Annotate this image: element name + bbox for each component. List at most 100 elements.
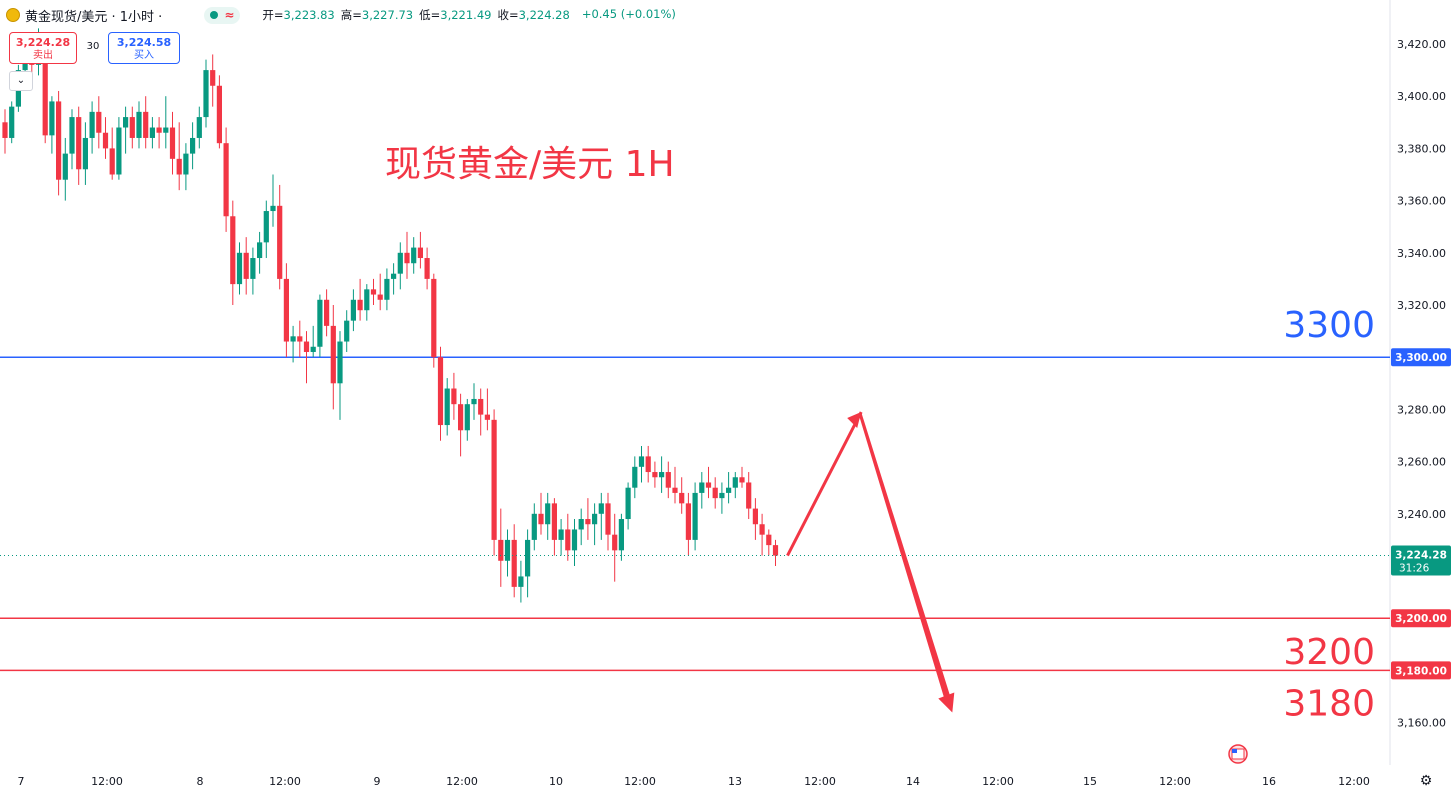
candle-body [210, 70, 216, 86]
candle-body [163, 127, 169, 133]
spread-value: 30 [86, 41, 100, 52]
candle-body [230, 216, 236, 285]
candle-body [712, 487, 718, 499]
candle-body [69, 117, 75, 154]
line-annotation-3200: 3200 [1283, 632, 1375, 673]
candle-body [190, 137, 196, 154]
candle-body [169, 127, 176, 159]
sell-button[interactable]: 3,224.28 卖出 [9, 32, 77, 64]
axis-line-label-bg [1391, 348, 1451, 367]
x-tick-label: 7 [18, 775, 25, 788]
buy-price: 3,224.58 [116, 36, 172, 49]
candle-body [129, 117, 135, 138]
line-annotation-3180: 3180 [1283, 683, 1375, 724]
candle-body [89, 111, 95, 138]
candle-body [699, 482, 705, 493]
candle-body [578, 519, 584, 530]
candle-body [82, 137, 88, 170]
flag-body [1231, 748, 1245, 760]
candle-body [203, 70, 209, 118]
candle-body [672, 487, 678, 493]
candle-body [56, 101, 62, 180]
x-tick-label: 12:00 [269, 775, 301, 788]
chart-settings-button[interactable]: ⚙ [1416, 771, 1436, 791]
candle-body [612, 534, 618, 551]
x-tick-label: 12:00 [804, 775, 836, 788]
y-tick-label: 3,160.00 [1397, 717, 1446, 730]
candle-body [766, 534, 772, 546]
candle-body [277, 205, 283, 279]
collapse-legend-button[interactable]: ⌄ [9, 71, 33, 91]
y-tick-label: 3,260.00 [1397, 456, 1446, 469]
x-tick-label: 13 [728, 775, 742, 788]
candle-body [250, 258, 256, 279]
candle-body [759, 524, 765, 535]
candle-body [290, 336, 296, 342]
candle-body [257, 242, 263, 259]
candle-body [605, 503, 611, 535]
candle-body [324, 299, 330, 326]
candle-body [303, 341, 310, 352]
candle-body [96, 111, 102, 133]
candle-body [464, 404, 470, 431]
candle-body [772, 545, 779, 556]
candle-body [62, 153, 68, 180]
candle-body [652, 472, 658, 478]
candle-body [143, 111, 149, 138]
candle-body [216, 85, 222, 144]
candle-body [632, 466, 638, 488]
candle-body [109, 148, 115, 175]
y-tick-label: 3,340.00 [1397, 247, 1446, 260]
candle-body [491, 419, 497, 540]
buy-label: 买入 [134, 50, 154, 61]
symbol-title[interactable]: 黄金现货/美元 · 1小时 · [25, 9, 163, 25]
candle-body [585, 519, 591, 525]
candle-body [705, 482, 712, 488]
market-status-pill[interactable]: ≈ [204, 6, 241, 24]
candle-body [377, 294, 383, 300]
x-tick-label: 14 [906, 775, 920, 788]
candle-body [317, 299, 323, 347]
ohlc-close: 收=3,224.28 [497, 8, 570, 22]
gold-coin-icon [6, 8, 20, 22]
candle-body [598, 503, 604, 514]
candle-body [498, 539, 504, 561]
candle-body [310, 346, 316, 352]
candle-body [2, 122, 8, 138]
axis-line-label-bg [1391, 661, 1451, 680]
candle-body [370, 289, 377, 295]
candle-body [116, 127, 122, 175]
buy-button[interactable]: 3,224.58 买入 [108, 32, 180, 64]
candle-body [665, 472, 671, 488]
x-tick-label: 10 [549, 775, 563, 788]
chart-header: 黄金现货/美元 · 1小时 · ≈ 开=3,223.83 高=3,227.73 … [6, 5, 676, 25]
candle-body [270, 205, 276, 212]
x-tick-label: 9 [374, 775, 381, 788]
candle-body [659, 472, 665, 478]
candle-body [149, 127, 155, 138]
candle-body [344, 320, 350, 342]
candle-body [558, 529, 564, 540]
candle-body [551, 503, 557, 540]
candle-body [123, 117, 129, 128]
x-tick-label: 8 [197, 775, 204, 788]
x-tick-label: 16 [1262, 775, 1276, 788]
candle-body [525, 539, 531, 577]
candle-body [9, 106, 15, 138]
y-tick-label: 3,420.00 [1397, 38, 1446, 51]
last-price-label: 3,224.28 [1395, 550, 1447, 562]
candle-body [391, 273, 397, 279]
candle-body [364, 289, 370, 311]
candle-body [384, 278, 390, 300]
candle-body [458, 404, 464, 431]
ohlc-readout: 开=3,223.83 高=3,227.73 低=3,221.49 收=3,224… [262, 7, 675, 23]
arrowhead-up-icon [847, 412, 862, 429]
candle-body [183, 153, 189, 175]
candle-body [545, 503, 551, 525]
candle-body [330, 325, 336, 384]
candle-body [243, 252, 249, 279]
candle-body [625, 487, 631, 520]
candle-body [504, 539, 511, 561]
candle-body [437, 357, 444, 426]
